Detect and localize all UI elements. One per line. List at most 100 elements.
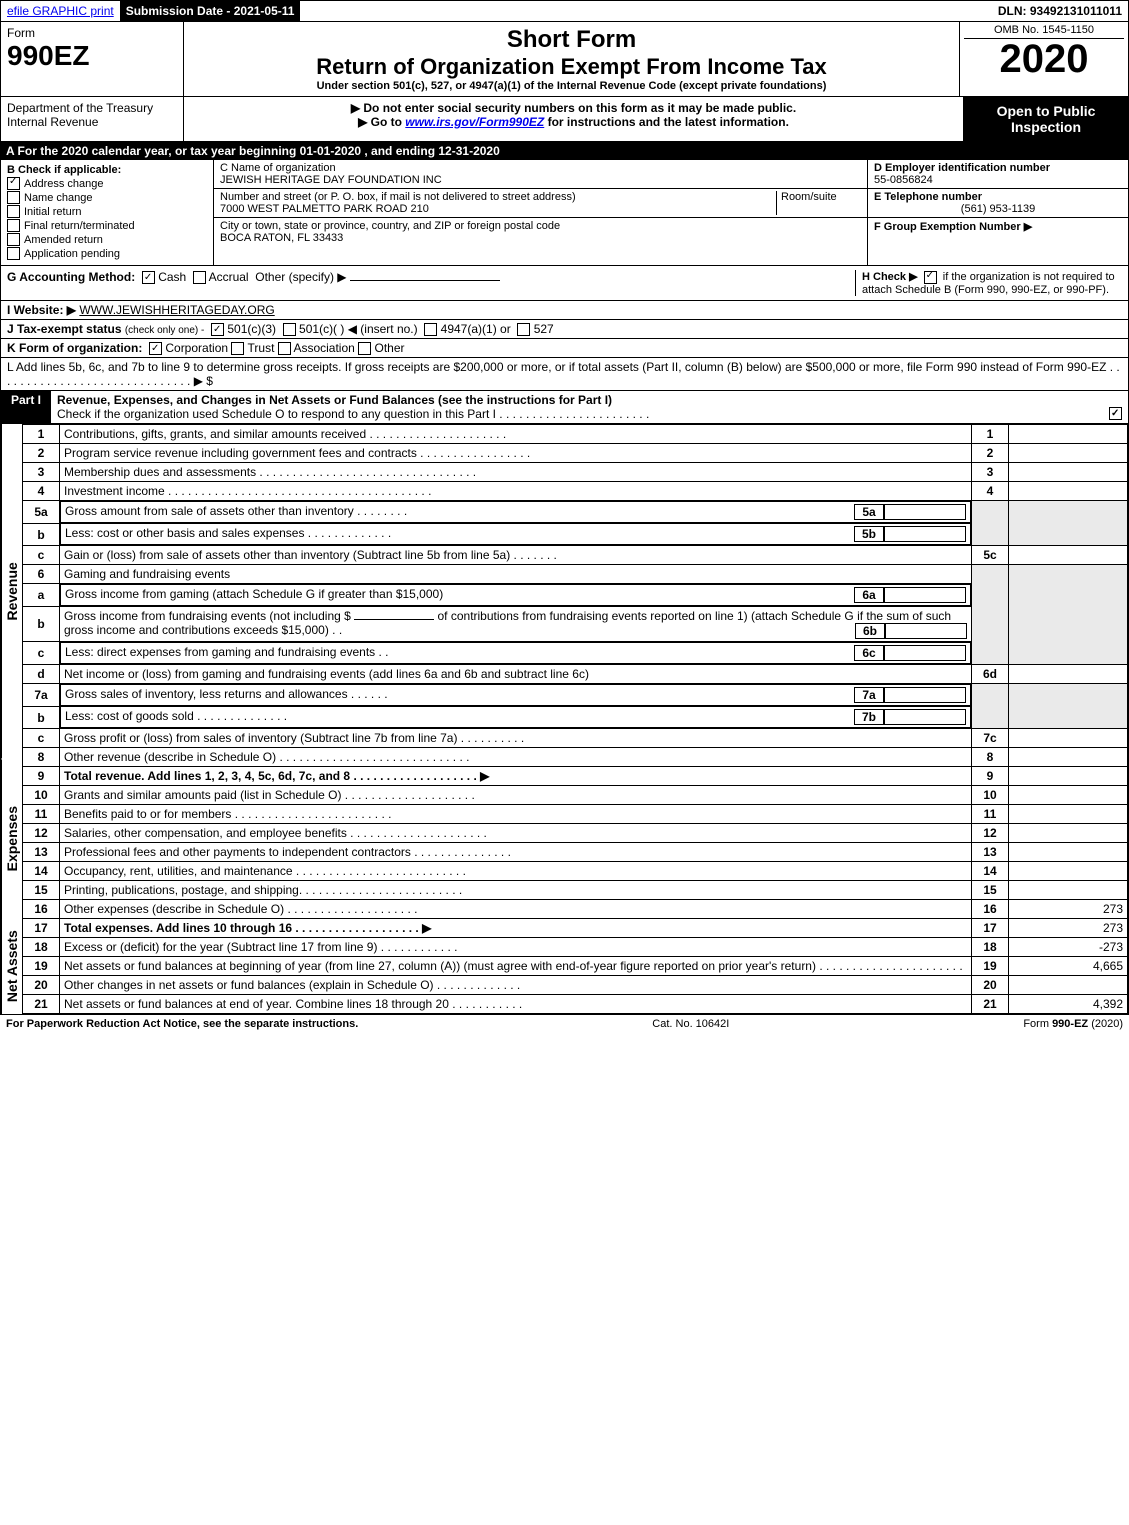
line-a-bar: A For the 2020 calendar year, or tax yea… <box>0 142 1129 160</box>
k-check-3[interactable] <box>358 342 371 355</box>
k-check-1[interactable] <box>231 342 244 355</box>
k-check-2[interactable] <box>278 342 291 355</box>
section-b-title: B Check if applicable: <box>7 164 207 176</box>
tax-year: 2020 <box>964 39 1124 79</box>
sub-amt-7b <box>884 709 966 725</box>
ln-4: 4 <box>23 482 60 501</box>
other-label: Other (specify) ▶ <box>255 270 346 284</box>
desc-6d: Net income or (loss) from gaming and fun… <box>60 665 972 684</box>
ln-9: 9 <box>23 767 60 786</box>
sub-lbl-7b: 7b <box>854 709 884 725</box>
nb-12: 12 <box>972 824 1009 843</box>
nb-18: 18 <box>972 938 1009 957</box>
ln-20: 20 <box>23 976 60 995</box>
amt-7c <box>1009 729 1128 748</box>
nb-6d: 6d <box>972 665 1009 684</box>
desc-17: Total expenses. Add lines 10 through 16 … <box>60 919 972 938</box>
website-value: WWW.JEWISHHERITAGEDAY.ORG <box>79 303 274 317</box>
org-name: JEWISH HERITAGE DAY FOUNDATION INC <box>220 174 442 186</box>
nb-1: 1 <box>972 425 1009 444</box>
nb-2: 2 <box>972 444 1009 463</box>
desc-3: Membership dues and assessments . . . . … <box>60 463 972 482</box>
part1-header: Part I Revenue, Expenses, and Changes in… <box>0 391 1129 424</box>
ssn-warning: ▶ Do not enter social security numbers o… <box>190 101 957 115</box>
ln-1: 1 <box>23 425 60 444</box>
nb-5ab-shade <box>972 501 1009 546</box>
org-city: BOCA RATON, FL 33433 <box>220 232 343 244</box>
sub-lbl-6b: 6b <box>855 623 885 639</box>
amt-1 <box>1009 425 1128 444</box>
b-label-2: Initial return <box>24 206 81 218</box>
sub-lbl-6a: 6a <box>854 587 884 603</box>
j-527-check[interactable] <box>517 323 530 336</box>
ln-6c: c <box>23 642 60 665</box>
footer-left: For Paperwork Reduction Act Notice, see … <box>6 1018 358 1030</box>
form-of-org-row: K Form of organization: Corporation Trus… <box>0 339 1129 358</box>
b-check-2[interactable] <box>7 205 20 218</box>
amt-10 <box>1009 786 1128 805</box>
tax-exempt-row: J Tax-exempt status (check only one) - 5… <box>0 320 1129 339</box>
amt-21: 4,392 <box>1009 995 1128 1014</box>
g-label: G Accounting Method: <box>7 270 135 284</box>
f-label: F Group Exemption Number ▶ <box>874 221 1032 233</box>
footer-center: Cat. No. 10642I <box>652 1018 729 1030</box>
nb-7-shade <box>972 684 1009 729</box>
nb-8: 8 <box>972 748 1009 767</box>
nb-10: 10 <box>972 786 1009 805</box>
j-opt4: 527 <box>534 322 554 336</box>
efile-print-link[interactable]: efile GRAPHIC print <box>7 4 114 18</box>
nb-7c: 7c <box>972 729 1009 748</box>
goto-prefix: ▶ Go to <box>358 115 405 129</box>
h-checkbox[interactable] <box>924 271 937 284</box>
nb-13: 13 <box>972 843 1009 862</box>
b-check-5[interactable] <box>7 247 20 260</box>
ln-6b: b <box>23 607 60 642</box>
ln-11: 11 <box>23 805 60 824</box>
netassets-sidebar: Net Assets <box>1 919 22 1014</box>
j-501c-check[interactable] <box>283 323 296 336</box>
entity-info-block: B Check if applicable: Address changeNam… <box>0 160 1129 266</box>
room-label: Room/suite <box>781 191 837 203</box>
desc-5b: Less: cost or other basis and sales expe… <box>65 526 854 542</box>
amt-11 <box>1009 805 1128 824</box>
sub-amt-7a <box>884 687 966 703</box>
k-check-0[interactable] <box>149 342 162 355</box>
desc-7b: Less: cost of goods sold . . . . . . . .… <box>65 709 854 725</box>
amt-15 <box>1009 881 1128 900</box>
nb-6-shade <box>972 565 1009 665</box>
b-check-1[interactable] <box>7 191 20 204</box>
top-bar: efile GRAPHIC print Submission Date - 20… <box>0 0 1129 22</box>
nb-4: 4 <box>972 482 1009 501</box>
amt-6-shade <box>1009 565 1128 665</box>
desc-13: Professional fees and other payments to … <box>60 843 972 862</box>
part1-check-text: Check if the organization used Schedule … <box>57 407 649 421</box>
b-label-3: Final return/terminated <box>24 220 135 232</box>
b-check-4[interactable] <box>7 233 20 246</box>
ln-15: 15 <box>23 881 60 900</box>
goto-suffix: for instructions and the latest informat… <box>548 115 789 129</box>
desc-6: Gaming and fundraising events <box>60 565 972 584</box>
irs-link[interactable]: www.irs.gov/Form990EZ <box>405 115 544 129</box>
line-l: L Add lines 5b, 6c, and 7b to line 9 to … <box>0 358 1129 391</box>
i-label: I Website: ▶ <box>7 303 76 317</box>
amt-4 <box>1009 482 1128 501</box>
desc-12: Salaries, other compensation, and employ… <box>60 824 972 843</box>
j-501c3-check[interactable] <box>211 323 224 336</box>
cash-checkbox[interactable] <box>142 271 155 284</box>
j-4947-check[interactable] <box>424 323 437 336</box>
b-check-0[interactable] <box>7 177 20 190</box>
desc-19: Net assets or fund balances at beginning… <box>60 957 972 976</box>
d-label: D Employer identification number <box>874 162 1050 174</box>
part1-schedule-o-check[interactable] <box>1109 407 1122 420</box>
amt-8 <box>1009 748 1128 767</box>
dln-label: DLN: 93492131011011 <box>992 1 1128 21</box>
desc-21: Net assets or fund balances at end of ye… <box>60 995 972 1014</box>
desc-20: Other changes in net assets or fund bala… <box>60 976 972 995</box>
j-sub: (check only one) - <box>125 325 204 336</box>
accrual-checkbox[interactable] <box>193 271 206 284</box>
b-check-3[interactable] <box>7 219 20 232</box>
footer-right: Form 990-EZ (2020) <box>1023 1018 1123 1030</box>
page-footer: For Paperwork Reduction Act Notice, see … <box>0 1014 1129 1033</box>
g-h-row: G Accounting Method: Cash Accrual Other … <box>0 266 1129 301</box>
desc-5c: Gain or (loss) from sale of assets other… <box>60 546 972 565</box>
